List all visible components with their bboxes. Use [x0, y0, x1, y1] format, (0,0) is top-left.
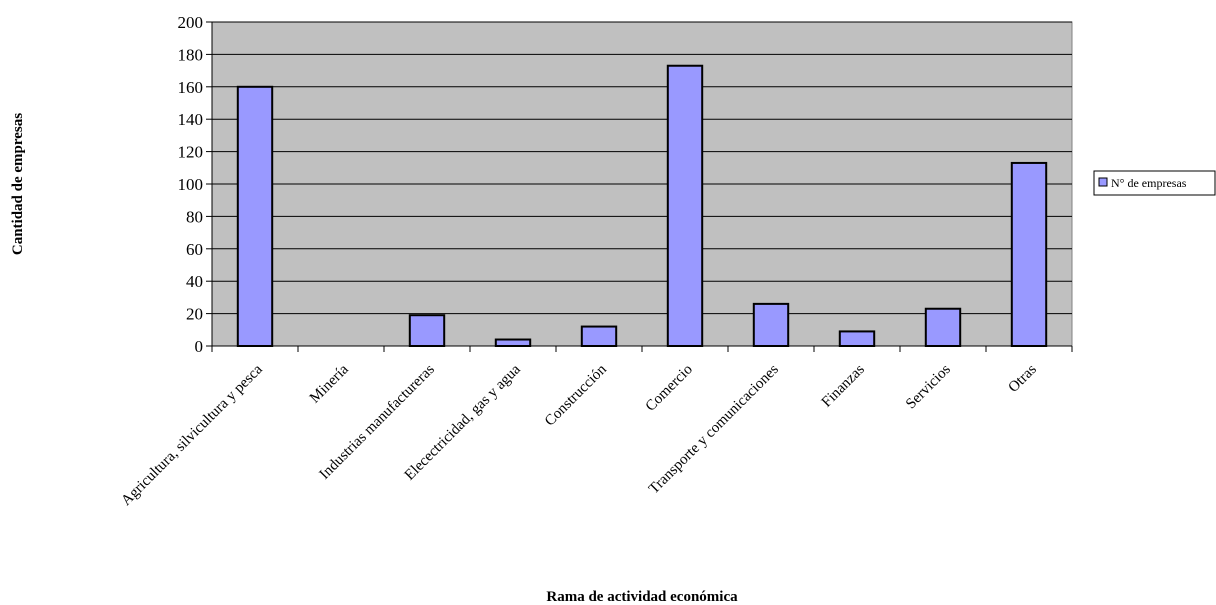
- y-tick-label: 40: [186, 272, 203, 291]
- bar: [408, 314, 446, 348]
- bar: [666, 64, 704, 348]
- legend-box: [1093, 170, 1216, 196]
- bar: [924, 307, 962, 347]
- x-category-labels: Agricultura, silvicultura y pesca Minería…: [118, 361, 1039, 509]
- y-tick-label: 20: [186, 305, 203, 324]
- legend-swatch: [1098, 177, 1108, 187]
- y-tick-label: 200: [178, 13, 204, 32]
- y-tick-label: 180: [178, 45, 204, 64]
- bar: [580, 325, 618, 347]
- legend-label: N° de empresas: [1111, 176, 1187, 190]
- bar: [1010, 161, 1048, 347]
- bar: [494, 338, 532, 347]
- y-tick-label: 140: [178, 110, 204, 129]
- bar: [752, 302, 790, 348]
- x-axis-title: Rama de actividad económica: [546, 589, 738, 605]
- y-tick-label: 160: [178, 78, 204, 97]
- x-category-label: Agricultura, silvicultura y pesca: [118, 361, 266, 509]
- x-category-label: Comercio: [643, 362, 696, 415]
- y-tick-label: 120: [178, 143, 204, 162]
- x-category-label: Construcción: [542, 361, 610, 429]
- x-category-label: Finanzas: [819, 361, 868, 410]
- y-axis-title: Cantidad de empresas: [10, 113, 26, 255]
- bar: [236, 85, 274, 348]
- x-category-label: Otras: [1006, 361, 1040, 395]
- y-tick-label: 60: [186, 240, 203, 259]
- y-tick-label: 0: [195, 337, 204, 356]
- x-category-label: Servicios: [903, 361, 954, 412]
- y-tick-label: 80: [186, 207, 203, 226]
- axes: [206, 21, 1073, 352]
- bar: [838, 330, 876, 348]
- y-tick-label: 100: [178, 175, 204, 194]
- x-category-label: Minería: [307, 361, 352, 406]
- legend: N° de empresas: [1093, 170, 1216, 196]
- y-tick-labels: 0 20 40 60 80 100 120 140 160 180 200: [178, 13, 204, 356]
